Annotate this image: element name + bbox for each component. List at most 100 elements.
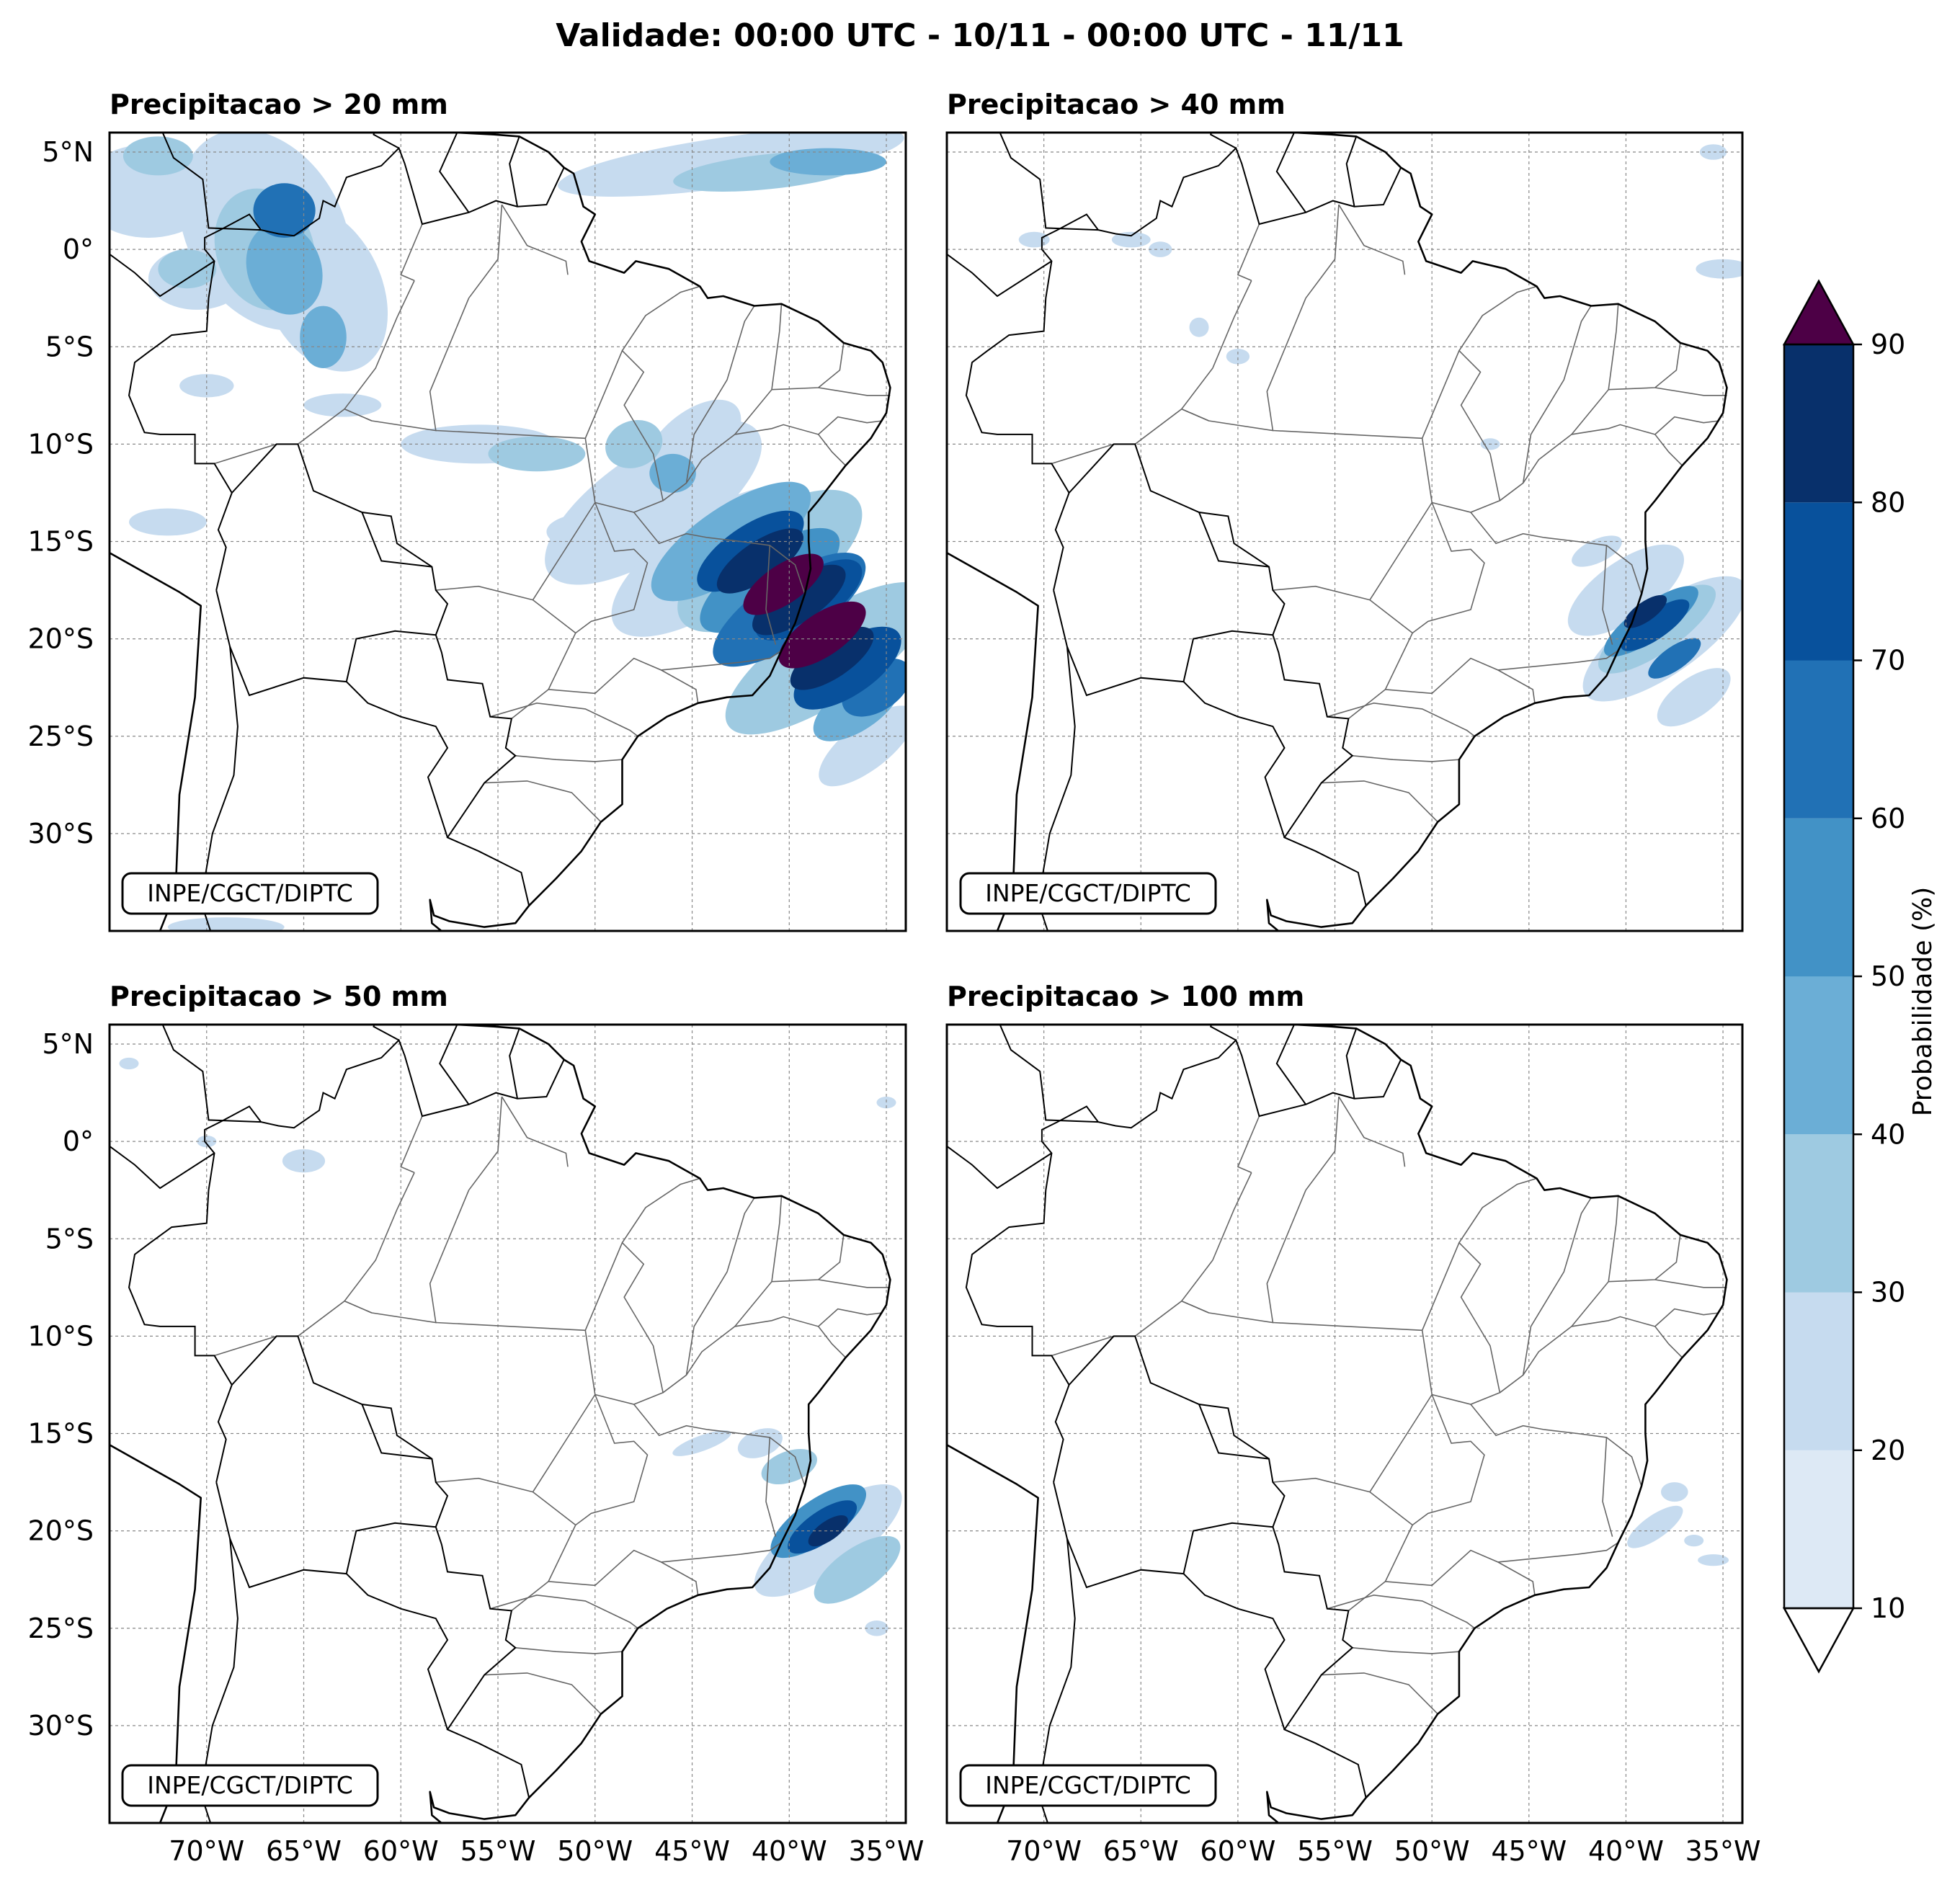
precip-probability-area bbox=[1657, 668, 1731, 727]
state-border bbox=[584, 1241, 664, 1405]
state-border bbox=[1338, 1096, 1406, 1167]
gridlines bbox=[947, 133, 1742, 931]
state-border bbox=[489, 1594, 638, 1629]
country-border bbox=[215, 1481, 449, 1730]
state-border bbox=[765, 545, 777, 645]
colorbar-tick-label: 70 bbox=[1871, 645, 1905, 677]
state-border bbox=[484, 780, 602, 823]
colorbar-tick-label: 60 bbox=[1871, 803, 1905, 834]
state-border bbox=[1571, 1195, 1619, 1327]
country-border bbox=[1068, 1335, 1367, 1798]
precip-probability-area bbox=[814, 1535, 901, 1604]
country-border bbox=[1198, 512, 1270, 568]
state-border bbox=[1412, 502, 1485, 634]
precipitation-probability-layer bbox=[1018, 144, 1742, 727]
state-border bbox=[633, 512, 806, 594]
colorbar-segment bbox=[1784, 1450, 1853, 1609]
latitude-tick-label: 0° bbox=[63, 233, 94, 265]
colorbar-segment bbox=[1784, 1134, 1853, 1293]
state-border bbox=[685, 1198, 755, 1376]
longitude-tick-label: 50°W bbox=[557, 1835, 633, 1867]
state-border bbox=[1305, 204, 1340, 299]
country-border bbox=[439, 1025, 470, 1105]
map-frame bbox=[945, 1023, 1744, 1824]
country-border bbox=[999, 1025, 1099, 1123]
country-border bbox=[1275, 133, 1306, 213]
colorbar: 10 20 30 40 50 60 70 80 90 bbox=[1782, 279, 1905, 1674]
state-border bbox=[662, 1316, 847, 1394]
latitude-tick-label: 30°S bbox=[28, 818, 94, 850]
colorbar-tick-label: 50 bbox=[1871, 960, 1905, 992]
state-border bbox=[1385, 657, 1536, 703]
state-border bbox=[343, 1172, 415, 1314]
country-and-state-borders bbox=[947, 133, 1728, 931]
longitude-tick-label: 45°W bbox=[654, 1835, 730, 1867]
country-border bbox=[373, 133, 400, 149]
state-border bbox=[548, 1549, 699, 1595]
state-border bbox=[1237, 223, 1260, 282]
country-border bbox=[1345, 1028, 1358, 1099]
state-border bbox=[575, 1394, 649, 1526]
state-border bbox=[1412, 1394, 1485, 1526]
map-frame bbox=[108, 1023, 907, 1824]
state-border bbox=[501, 204, 569, 275]
state-border bbox=[1348, 1491, 1414, 1612]
coastline bbox=[947, 1025, 1728, 1823]
colorbar-segment bbox=[1784, 660, 1853, 819]
longitude-tick-label: 70°W bbox=[169, 1835, 244, 1867]
state-border bbox=[1327, 1594, 1475, 1629]
state-border bbox=[1654, 1279, 1727, 1288]
credit-box: INPE/CGCT/DIPTC bbox=[959, 872, 1217, 915]
country-and-state-borders bbox=[110, 1025, 891, 1823]
state-border bbox=[771, 1234, 845, 1283]
precip-probability-area bbox=[488, 436, 586, 472]
precip-probability-area bbox=[808, 1515, 848, 1547]
state-border bbox=[468, 1096, 503, 1191]
precip-probability-area bbox=[672, 1430, 731, 1456]
coastline bbox=[110, 133, 891, 931]
latitude-tick-label: 20°S bbox=[28, 623, 94, 655]
country-border bbox=[231, 1335, 530, 1798]
latitude-tick-label: 25°S bbox=[28, 721, 94, 752]
country-border bbox=[1182, 630, 1273, 682]
latitude-tick-label: 20°S bbox=[28, 1515, 94, 1547]
state-border bbox=[1654, 1308, 1719, 1327]
longitude-tick-label: 35°W bbox=[1685, 1835, 1761, 1867]
country-border bbox=[1210, 1025, 1237, 1041]
colorbar-tick-label: 40 bbox=[1871, 1118, 1905, 1150]
state-border bbox=[1348, 599, 1414, 720]
coastline bbox=[110, 1025, 891, 1823]
state-border bbox=[1421, 1241, 1501, 1405]
longitude-tick-label: 40°W bbox=[1588, 1835, 1664, 1867]
colorbar-tick-label: 80 bbox=[1871, 486, 1905, 518]
precip-probability-area bbox=[737, 1428, 783, 1458]
map-panel: INPE/CGCT/DIPTC bbox=[945, 131, 1744, 932]
longitude-tick-label: 60°W bbox=[1200, 1835, 1275, 1867]
country-border bbox=[373, 1025, 400, 1041]
state-border bbox=[1305, 1096, 1340, 1191]
state-border bbox=[511, 599, 576, 720]
country-border bbox=[231, 443, 530, 906]
state-border bbox=[1327, 702, 1475, 737]
state-border bbox=[1571, 303, 1619, 435]
latitude-tick-label: 5°N bbox=[42, 1028, 94, 1060]
colorbar-segment bbox=[1784, 818, 1853, 977]
longitude-tick-label: 40°W bbox=[752, 1835, 827, 1867]
state-border bbox=[1421, 349, 1501, 513]
precip-probability-area bbox=[158, 249, 217, 289]
state-border bbox=[662, 424, 847, 501]
state-border bbox=[584, 349, 664, 513]
coastline bbox=[947, 133, 1728, 931]
gridlines bbox=[947, 1025, 1742, 1823]
state-border bbox=[771, 342, 845, 391]
colorbar-tick-label: 10 bbox=[1871, 1592, 1905, 1624]
gridlines bbox=[110, 133, 906, 931]
precip-probability-area bbox=[1661, 1482, 1688, 1502]
country-border bbox=[128, 1038, 565, 1483]
gridlines bbox=[110, 1025, 906, 1823]
country-border bbox=[110, 1145, 215, 1190]
country-border bbox=[509, 1028, 520, 1099]
precip-probability-area bbox=[179, 374, 234, 398]
state-border bbox=[489, 702, 638, 737]
state-border bbox=[1654, 416, 1719, 435]
